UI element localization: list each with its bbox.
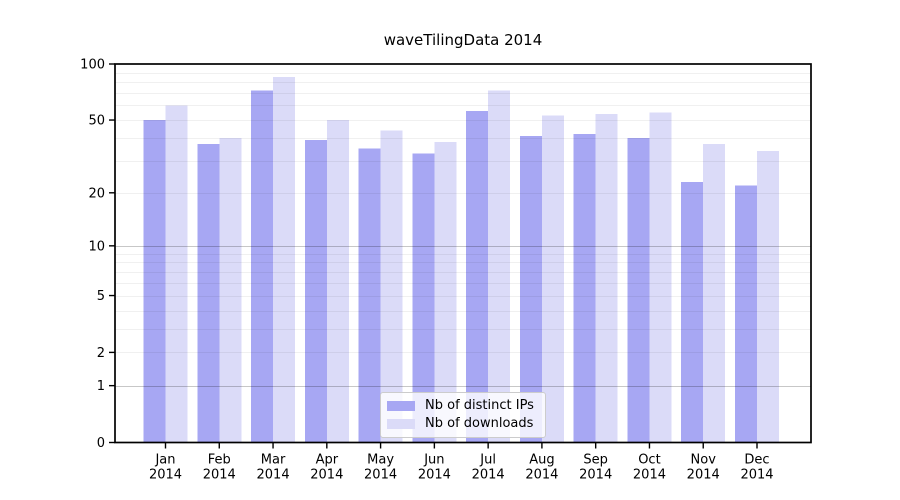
bar-distinct-ips-oct bbox=[627, 137, 650, 443]
bar-downloads-nov bbox=[703, 144, 726, 443]
x-tick-year-label: 2014 bbox=[579, 468, 612, 483]
x-tick-year-label: 2014 bbox=[203, 468, 236, 483]
x-tick-label: Oct bbox=[638, 453, 660, 468]
y-tick-label: 20 bbox=[88, 186, 105, 201]
x-tick-label: May bbox=[367, 453, 394, 468]
legend-label-distinct-ips: Nb of distinct IPs bbox=[425, 398, 534, 413]
legend-swatch-downloads bbox=[387, 418, 415, 429]
plot-frame bbox=[114, 63, 812, 444]
x-tick-year-label: 2014 bbox=[310, 468, 343, 483]
chart-title: waveTilingData 2014 bbox=[383, 31, 543, 49]
bar-distinct-ips-jun bbox=[412, 153, 435, 443]
bar-downloads-mar bbox=[273, 77, 296, 443]
y-tick-label: 100 bbox=[80, 58, 105, 73]
x-tick-label: Aug bbox=[529, 453, 554, 468]
x-tick-label: Jun bbox=[423, 453, 444, 468]
x-tick-year-label: 2014 bbox=[364, 468, 397, 483]
bar-distinct-ips-feb bbox=[197, 144, 220, 443]
bar-downloads-apr bbox=[326, 120, 349, 443]
bar-downloads-jul bbox=[488, 90, 511, 443]
x-tick-label: Nov bbox=[691, 453, 717, 468]
bar-downloads-sep bbox=[595, 113, 618, 443]
bar-downloads-feb bbox=[219, 137, 242, 443]
bar-distinct-ips-mar bbox=[251, 90, 274, 443]
x-tick-label: Mar bbox=[261, 453, 286, 468]
x-tick-year-label: 2014 bbox=[257, 468, 290, 483]
bar-downloads-jun bbox=[434, 142, 457, 443]
legend-item-downloads: Nb of downloads bbox=[387, 417, 537, 430]
bar-distinct-ips-jan bbox=[143, 120, 166, 443]
y-tick-label: 0 bbox=[97, 436, 105, 451]
bar-distinct-ips-apr bbox=[304, 139, 327, 443]
y-tick-label: 10 bbox=[88, 239, 105, 254]
legend: Nb of distinct IPs Nb of downloads bbox=[380, 392, 546, 438]
x-tick-year-label: 2014 bbox=[418, 468, 451, 483]
bar-distinct-ips-sep bbox=[573, 134, 596, 443]
legend-item-distinct-ips: Nb of distinct IPs bbox=[387, 399, 537, 412]
bar-downloads-dec bbox=[757, 150, 779, 443]
y-tick-label: 50 bbox=[88, 114, 105, 129]
legend-swatch-distinct-ips bbox=[387, 400, 415, 411]
bar-distinct-ips-nov bbox=[681, 181, 704, 443]
x-tick-label: Apr bbox=[316, 453, 339, 468]
bar-downloads-jan bbox=[165, 105, 188, 443]
bar-downloads-aug bbox=[541, 115, 564, 443]
bar-downloads-may bbox=[380, 130, 403, 443]
x-tick-year-label: 2014 bbox=[472, 468, 505, 483]
bar-distinct-ips-jul bbox=[466, 110, 489, 443]
bar-distinct-ips-dec bbox=[735, 185, 757, 443]
x-tick-year-label: 2014 bbox=[149, 468, 182, 483]
legend-label-downloads: Nb of downloads bbox=[425, 416, 534, 431]
x-tick-label: Jan bbox=[154, 453, 175, 468]
x-tick-year-label: 2014 bbox=[687, 468, 720, 483]
x-tick-year-label: 2014 bbox=[633, 468, 666, 483]
y-tick-label: 5 bbox=[97, 289, 105, 304]
x-tick-label: Dec bbox=[744, 453, 769, 468]
bar-distinct-ips-aug bbox=[519, 135, 542, 443]
x-tick-label: Sep bbox=[583, 453, 608, 468]
x-tick-label: Feb bbox=[208, 453, 231, 468]
y-tick-label: 1 bbox=[97, 379, 105, 394]
y-tick-label: 2 bbox=[97, 346, 105, 361]
bar-distinct-ips-may bbox=[358, 148, 381, 443]
x-tick-label: Jul bbox=[479, 453, 496, 468]
bar-downloads-oct bbox=[649, 112, 672, 443]
x-tick-year-label: 2014 bbox=[525, 468, 558, 483]
x-tick-year-label: 2014 bbox=[740, 468, 773, 483]
